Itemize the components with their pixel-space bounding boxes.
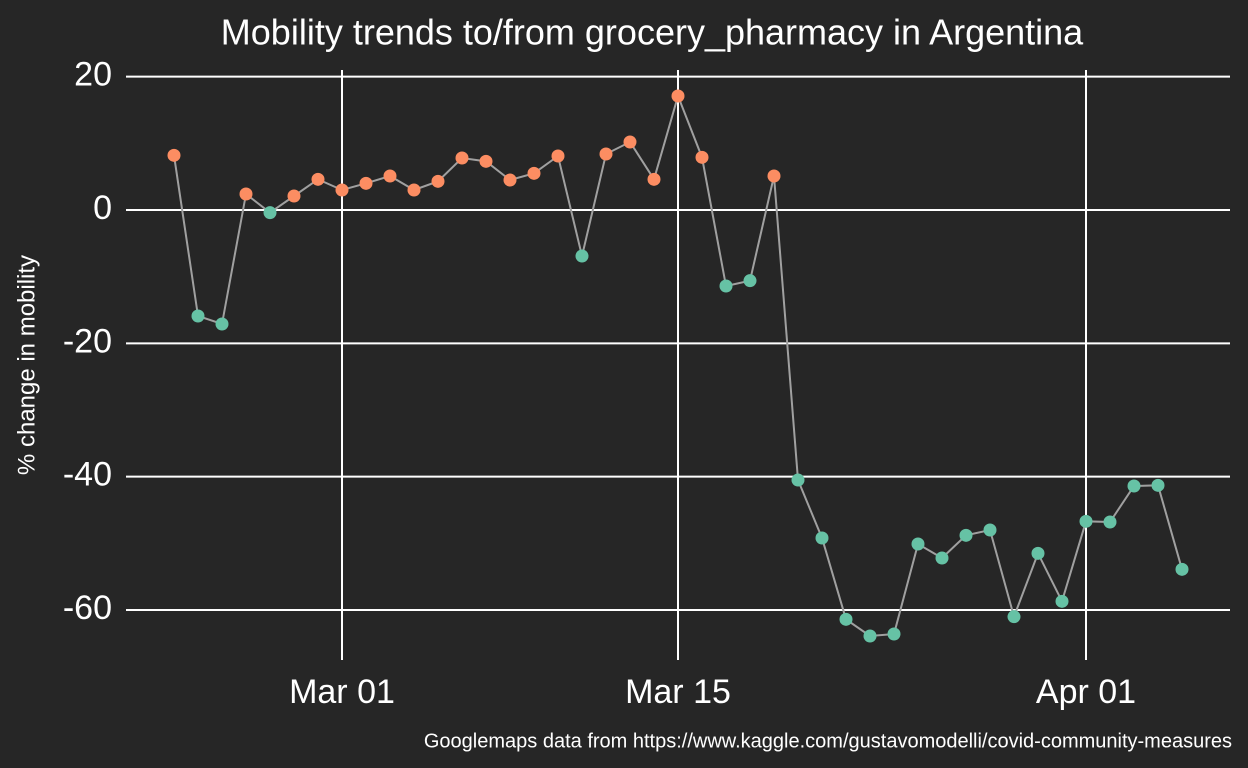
y-tick-label: 0 [93,189,112,227]
data-point [887,627,901,641]
data-point [1175,562,1189,576]
data-point [575,249,589,263]
data-point [167,148,181,162]
data-point [359,176,373,190]
data-point [815,531,829,545]
data-point [455,151,469,165]
data-point [191,309,205,323]
data-point [1151,478,1165,492]
data-point [911,537,925,551]
data-point [599,147,613,161]
data-point [311,172,325,186]
data-point [1079,514,1093,528]
data-point [695,150,709,164]
data-point [983,523,997,537]
chart-title: Mobility trends to/from grocery_pharmacy… [221,12,1084,53]
data-point [623,135,637,149]
x-tick-label: Mar 15 [625,673,731,711]
data-point [1103,515,1117,529]
y-tick-label: -60 [63,589,112,627]
data-point [959,528,973,542]
data-point [287,189,301,203]
x-tick-label: Apr 01 [1036,673,1136,711]
data-point [1031,546,1045,560]
data-point [935,551,949,565]
caption: Googlemaps data from https://www.kaggle.… [424,730,1232,752]
y-tick-label: -20 [63,322,112,360]
data-point [743,274,757,288]
data-point [503,173,517,187]
data-point [719,279,733,293]
data-point [479,154,493,168]
data-point [791,473,805,487]
data-point [383,169,397,183]
data-point [1007,610,1021,624]
y-tick-label: 20 [74,56,112,94]
data-point [863,629,877,643]
x-tick-label: Mar 01 [289,673,395,711]
data-point [1127,479,1141,493]
data-point [1055,594,1069,608]
y-tick-label: -40 [63,456,112,494]
data-point [239,187,253,201]
data-point [431,174,445,188]
data-point [671,89,685,103]
data-point [215,317,229,331]
data-point [527,166,541,180]
data-point [407,183,421,197]
data-point [335,183,349,197]
data-point [263,206,277,220]
data-point [767,169,781,183]
data-point [839,612,853,626]
data-point [647,172,661,186]
data-point [551,149,565,163]
y-axis-title: % change in mobility [13,255,40,475]
